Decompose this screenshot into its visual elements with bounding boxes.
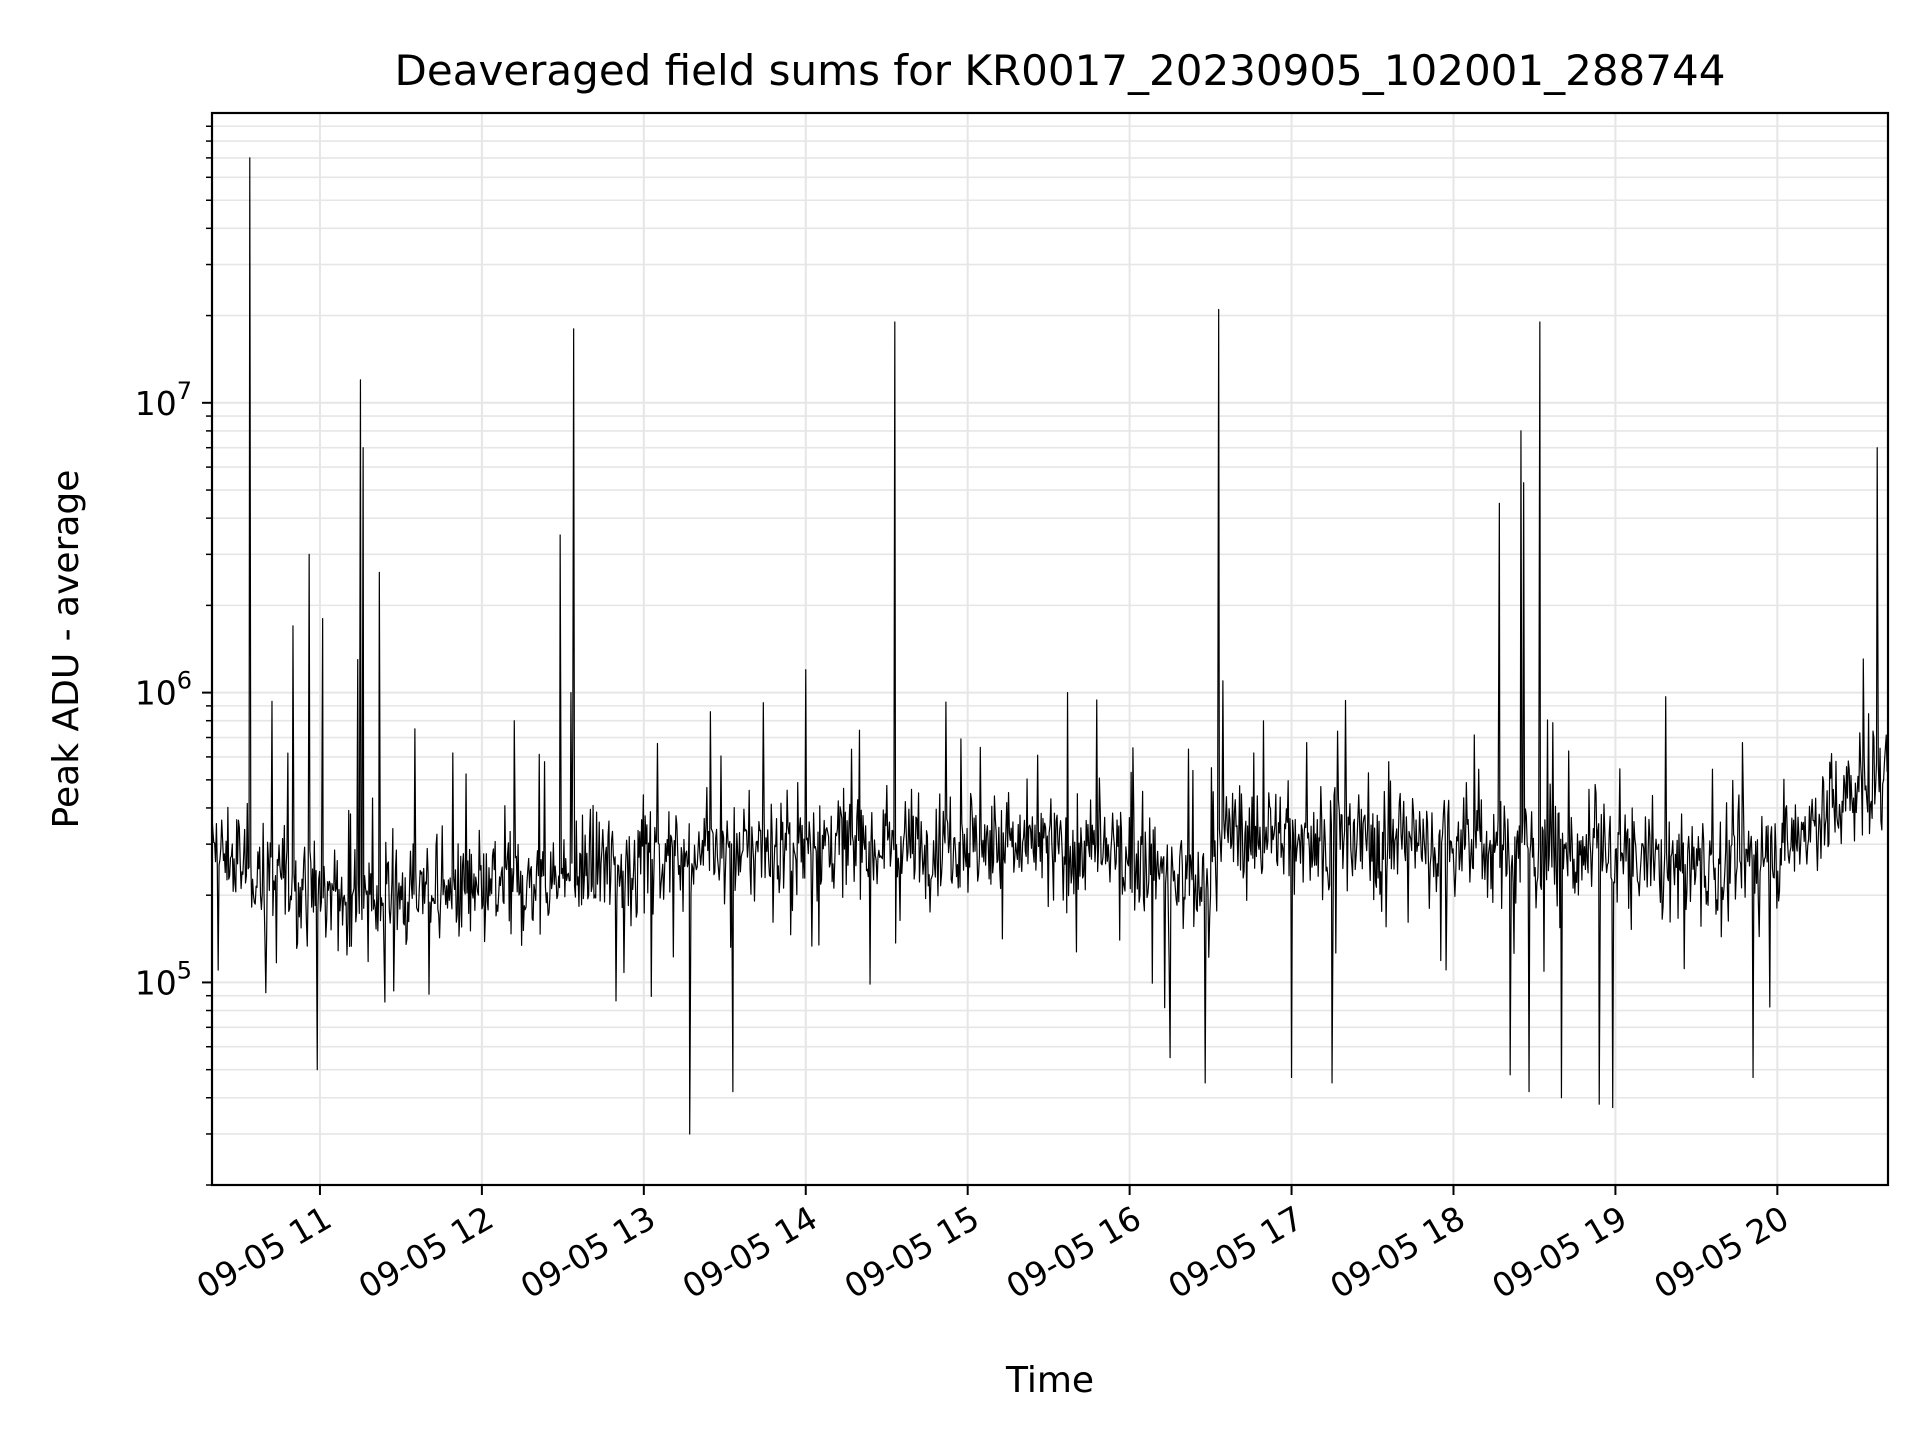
chart-title: Deaveraged field sums for KR0017_2023090… — [395, 46, 1726, 95]
y-tick-label: 105 — [135, 956, 192, 1002]
data-series-line — [211, 157, 1889, 1135]
x-axis-label: Time — [1005, 1360, 1094, 1401]
data-series-layer — [211, 157, 1889, 1135]
y-axis-label: Peak ADU - average — [46, 470, 87, 829]
y-tick-label: 106 — [135, 667, 192, 713]
y-tick-label: 107 — [135, 377, 192, 423]
plot-frame — [210, 111, 1890, 1187]
